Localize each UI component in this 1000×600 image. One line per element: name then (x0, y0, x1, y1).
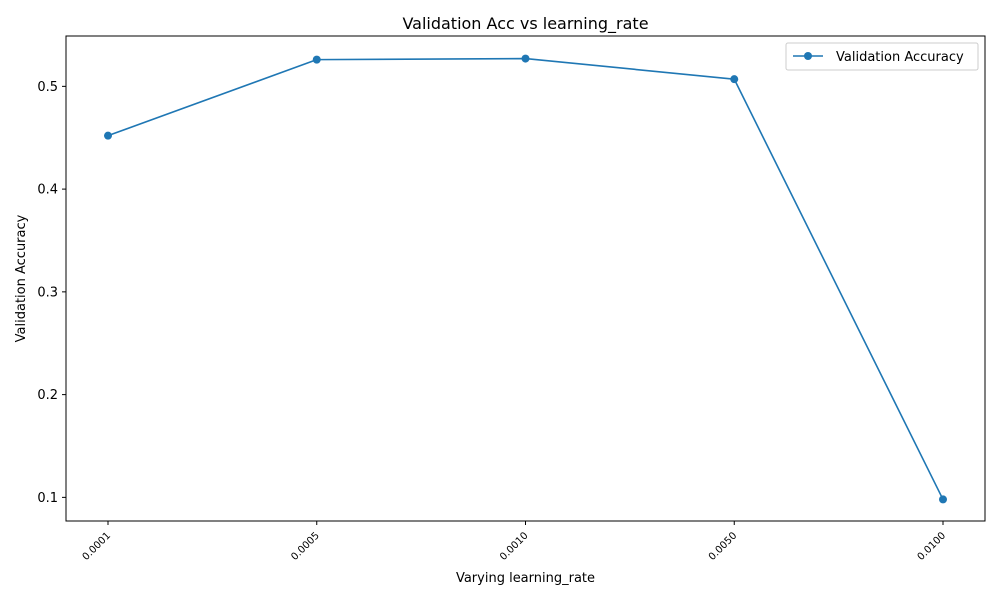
y-tick-label: 0.3 (37, 285, 58, 300)
y-tick-label: 0.2 (37, 388, 58, 403)
y-tick-label: 0.5 (37, 80, 58, 95)
data-point (312, 55, 321, 64)
y-axis-ticks: 0.1 0.2 0.3 0.4 0.5 (37, 80, 66, 506)
legend-marker (804, 52, 812, 60)
data-point (939, 495, 947, 504)
data-point (730, 75, 739, 84)
legend: Validation Accuracy (785, 42, 979, 71)
y-tick-label: 0.4 (37, 183, 58, 198)
plot-area (104, 54, 947, 504)
legend-box (785, 42, 979, 71)
chart-title: Validation Acc vs learning_rate (402, 14, 648, 34)
legend-label: Validation Accuracy (836, 50, 964, 65)
y-tick-label: 0.1 (37, 491, 58, 506)
y-axis-label: Validation Accuracy (14, 214, 29, 342)
x-axis-label: Varying learning_rate (456, 571, 595, 586)
data-point (521, 54, 530, 63)
data-point (104, 131, 112, 140)
